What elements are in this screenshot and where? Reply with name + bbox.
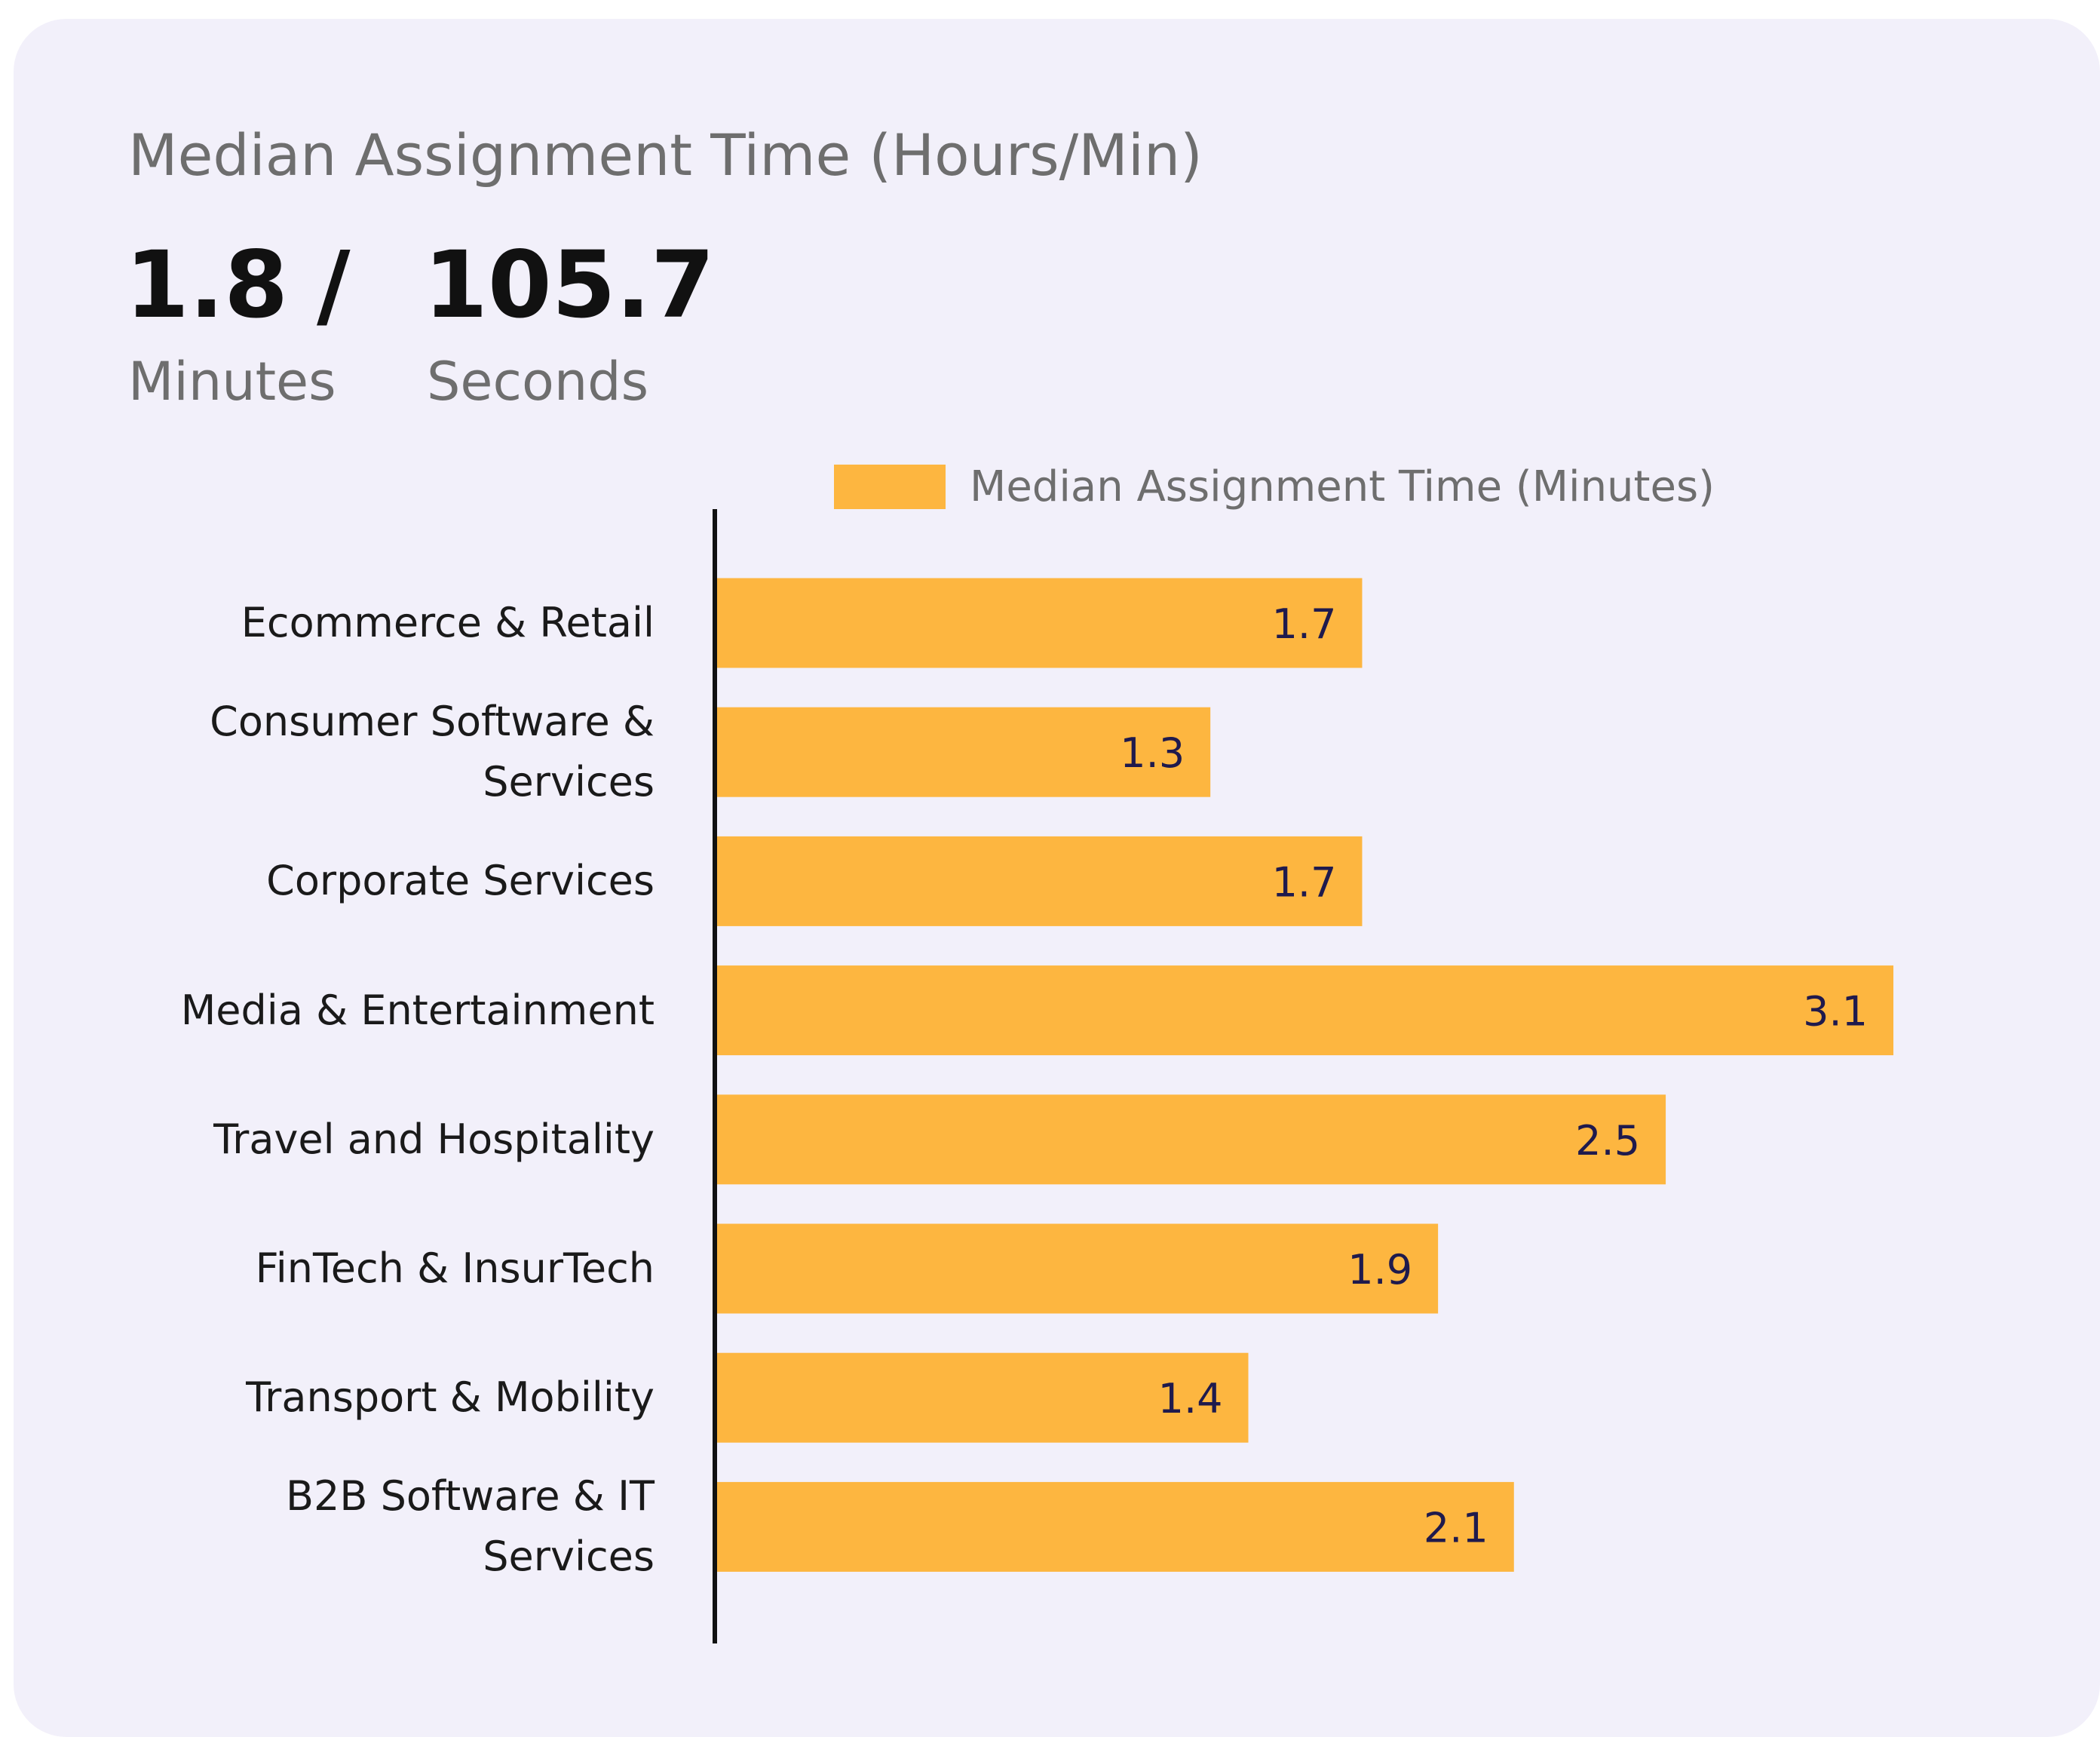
- legend-swatch: [834, 465, 946, 509]
- bar: [717, 1094, 1666, 1185]
- data-label: 1.4: [1158, 1375, 1223, 1422]
- stat-unit: Seconds: [427, 351, 648, 413]
- category-label: Ecommerce & Retail: [241, 599, 655, 646]
- title: Median Assignment Time (Hours/Min): [128, 121, 1203, 189]
- data-label: 1.3: [1120, 729, 1185, 777]
- data-label: 2.1: [1424, 1504, 1488, 1551]
- category-label: Travel and Hospitality: [213, 1115, 655, 1163]
- category-label: B2B Software & IT Services: [285, 1472, 655, 1581]
- category-label: Consumer Software & Services: [210, 698, 655, 806]
- category-label: FinTech & InsurTech: [255, 1244, 655, 1292]
- bar: [717, 1352, 1249, 1443]
- stat-value: 105.7: [424, 232, 715, 339]
- category-label: Corporate Services: [266, 857, 655, 905]
- legend-label: Median Assignment Time (Minutes): [970, 462, 1715, 511]
- bar: [717, 578, 1363, 668]
- bar: [717, 965, 1893, 1056]
- bar: [717, 1481, 1514, 1572]
- stat-unit: Minutes: [128, 351, 336, 413]
- stat-separator: /: [317, 232, 351, 339]
- data-label: 2.5: [1575, 1117, 1640, 1165]
- stat-value: 1.8: [125, 232, 288, 339]
- bar: [717, 1223, 1439, 1314]
- data-label: 1.7: [1272, 858, 1337, 906]
- category-label: Transport & Mobility: [246, 1373, 655, 1422]
- data-label: 3.1: [1803, 988, 1868, 1036]
- data-label: 1.7: [1272, 600, 1337, 648]
- data-label: 1.9: [1347, 1246, 1412, 1294]
- category-label: Media & Entertainment: [180, 986, 655, 1034]
- bar: [717, 707, 1211, 797]
- bar: [717, 836, 1363, 926]
